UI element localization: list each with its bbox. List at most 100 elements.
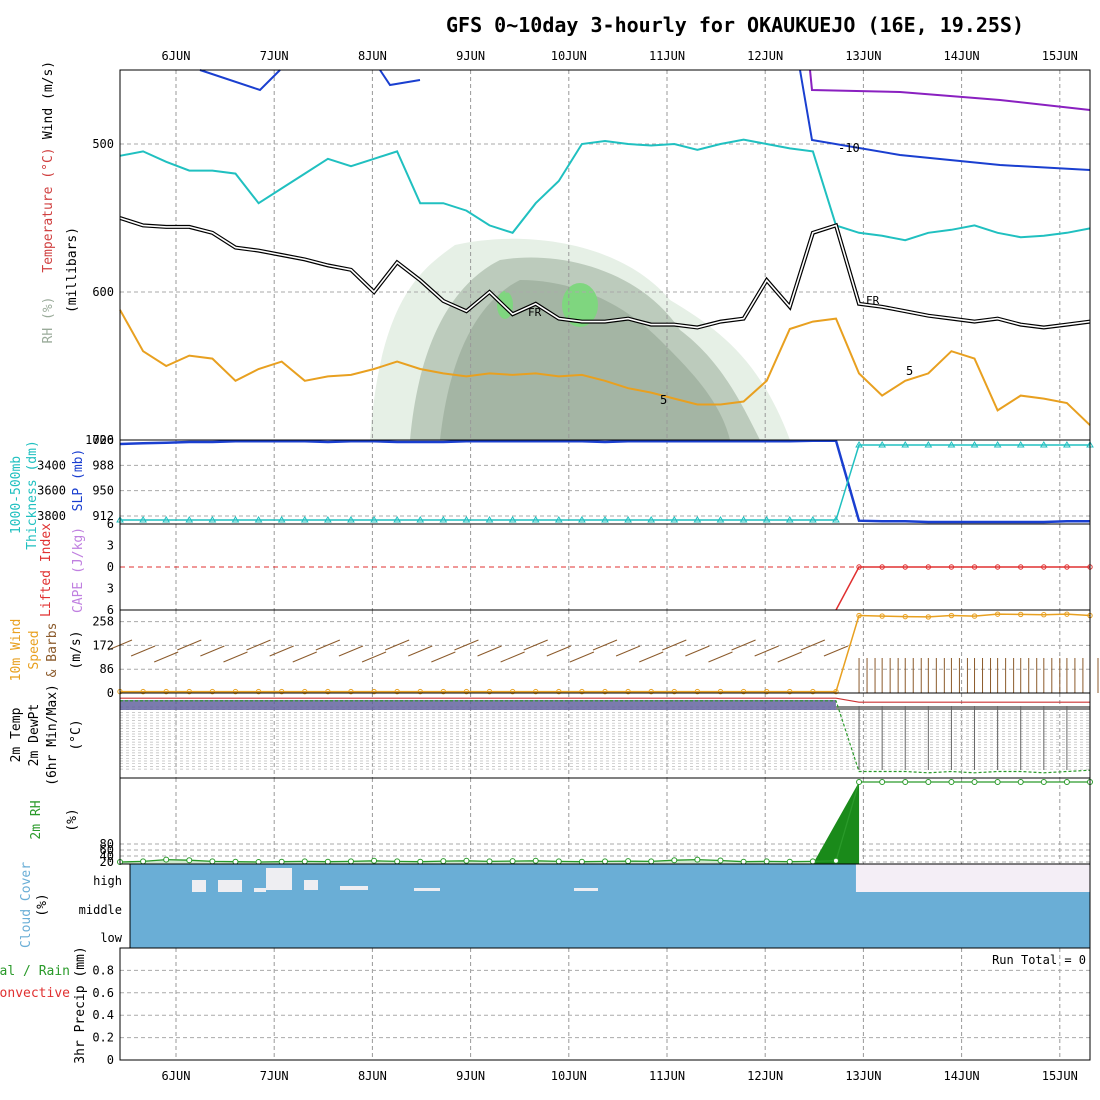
thickness-point bbox=[508, 516, 517, 523]
panel-frame bbox=[119, 777, 1091, 865]
thickness-point bbox=[601, 516, 609, 523]
wind-point bbox=[278, 688, 285, 695]
thickness-point bbox=[1039, 441, 1048, 448]
thickness-point bbox=[254, 516, 263, 523]
rh-point bbox=[1017, 779, 1024, 785]
rh-point bbox=[532, 857, 539, 864]
wind-point bbox=[1064, 611, 1070, 617]
bottom-date-axis: 6JUN 7JUN 8JUN 9JUN 10JUN 11JUN 12JUN 13JUN 14JU… bbox=[162, 1069, 1078, 1083]
wind-point bbox=[787, 688, 793, 695]
y-title-temp2m: 2m Temp bbox=[9, 707, 24, 762]
run-total-label: Run Total = 0 bbox=[992, 953, 1086, 967]
li-point bbox=[994, 564, 1001, 570]
wind-point bbox=[348, 688, 354, 695]
rh-point bbox=[694, 856, 701, 863]
y-title-precip: 3hr Precip (mm) bbox=[73, 946, 88, 1063]
rh-point bbox=[371, 857, 378, 864]
y-title-total-rain: Total / Rain bbox=[0, 964, 70, 979]
y-title-cloud-cover: Cloud Cover bbox=[19, 862, 34, 948]
wind-barb bbox=[292, 651, 317, 663]
wind-barb bbox=[638, 651, 664, 663]
rh-point bbox=[948, 779, 955, 785]
wind-point bbox=[509, 688, 516, 695]
series-line-thickness bbox=[120, 444, 1090, 521]
rh-point bbox=[186, 857, 193, 864]
thickness-point bbox=[716, 516, 725, 523]
x-tick-label: 11JUN bbox=[649, 49, 685, 63]
contour-blue-top bbox=[379, 69, 421, 87]
y-title-temperature: Temperature (°C) bbox=[41, 147, 56, 272]
x-tick-label: 14JUN bbox=[944, 1069, 980, 1083]
y-tick-label: 258 bbox=[92, 615, 114, 629]
rh-point bbox=[417, 858, 424, 865]
wind-point bbox=[579, 688, 585, 695]
rh-point bbox=[763, 858, 770, 865]
upper-air-panel: -10 FR FR 5 5 500 600 700 bbox=[92, 69, 1091, 447]
x-tick-label: 10JUN bbox=[551, 49, 587, 63]
isotherm-label: FR bbox=[866, 294, 880, 307]
wind-barb bbox=[408, 645, 433, 657]
y-title-dewpt2m: 2m DewPt bbox=[27, 704, 42, 767]
wind-point bbox=[602, 688, 608, 695]
x-tick-label: 13JUN bbox=[845, 1069, 881, 1083]
rh-point bbox=[324, 858, 331, 865]
y-title-thickness: 1000-500mb bbox=[9, 456, 24, 534]
x-tick-label: 9JUN bbox=[456, 1069, 485, 1083]
wind-barb bbox=[500, 651, 525, 663]
y-title-cape: CAPE (J/kg) bbox=[71, 527, 86, 613]
wind-point bbox=[394, 688, 400, 695]
wind-barb bbox=[800, 639, 826, 651]
wind-point bbox=[463, 688, 470, 695]
wind-barb bbox=[454, 639, 479, 651]
y-title-rh: RH (%) bbox=[41, 297, 56, 344]
temp2m-panel bbox=[119, 692, 1091, 779]
wind-point bbox=[810, 688, 816, 695]
wind-point bbox=[994, 611, 1001, 617]
wind-barb bbox=[662, 639, 687, 651]
y-tick-label: 988 bbox=[92, 458, 114, 472]
rh-point bbox=[394, 858, 401, 865]
rh-point bbox=[301, 858, 308, 865]
thickness-point bbox=[554, 516, 563, 523]
wind-barb bbox=[523, 639, 548, 651]
rh-point bbox=[440, 858, 447, 865]
wind-barb bbox=[569, 651, 595, 663]
x-tick-label: 12JUN bbox=[747, 49, 783, 63]
thickness-point bbox=[531, 516, 540, 523]
wind-point bbox=[371, 688, 377, 695]
thickness-point bbox=[208, 516, 217, 523]
thickness-point bbox=[162, 516, 171, 523]
y-tick-label: 0 bbox=[107, 686, 114, 700]
y-tick-label: 172 bbox=[92, 638, 114, 652]
thickness-point bbox=[277, 516, 286, 523]
y-tick-label: 950 bbox=[92, 484, 114, 498]
wind-barb bbox=[777, 651, 802, 663]
rh-point bbox=[625, 858, 632, 865]
li-point bbox=[856, 564, 862, 570]
wind-barb bbox=[708, 651, 733, 663]
thickness-point bbox=[878, 441, 887, 448]
rh-point bbox=[486, 858, 493, 865]
x-tick-label: 15JUN bbox=[1042, 1069, 1078, 1083]
y-tick-label: 600 bbox=[92, 285, 114, 299]
thickness-point bbox=[970, 441, 979, 448]
thickness-point bbox=[1063, 441, 1071, 448]
wind-barb bbox=[823, 645, 849, 657]
thickness-point bbox=[300, 516, 309, 523]
series-line--10-isotherm bbox=[119, 138, 1091, 242]
thickness-point bbox=[1016, 441, 1025, 448]
cloud-gap bbox=[574, 888, 598, 891]
li-point bbox=[902, 564, 908, 570]
li-point bbox=[1018, 564, 1024, 570]
wind-barb bbox=[615, 645, 641, 657]
y-title-rh2m: 2m RH bbox=[29, 800, 44, 839]
wind-point bbox=[763, 688, 770, 695]
x-tick-label: 6JUN bbox=[162, 1069, 191, 1083]
rh-point bbox=[671, 857, 678, 864]
rh-point bbox=[347, 858, 354, 865]
rh-fill bbox=[120, 859, 836, 864]
series-line-wind10m bbox=[120, 613, 1091, 693]
wind-point bbox=[140, 688, 146, 695]
thickness-point bbox=[139, 516, 147, 523]
